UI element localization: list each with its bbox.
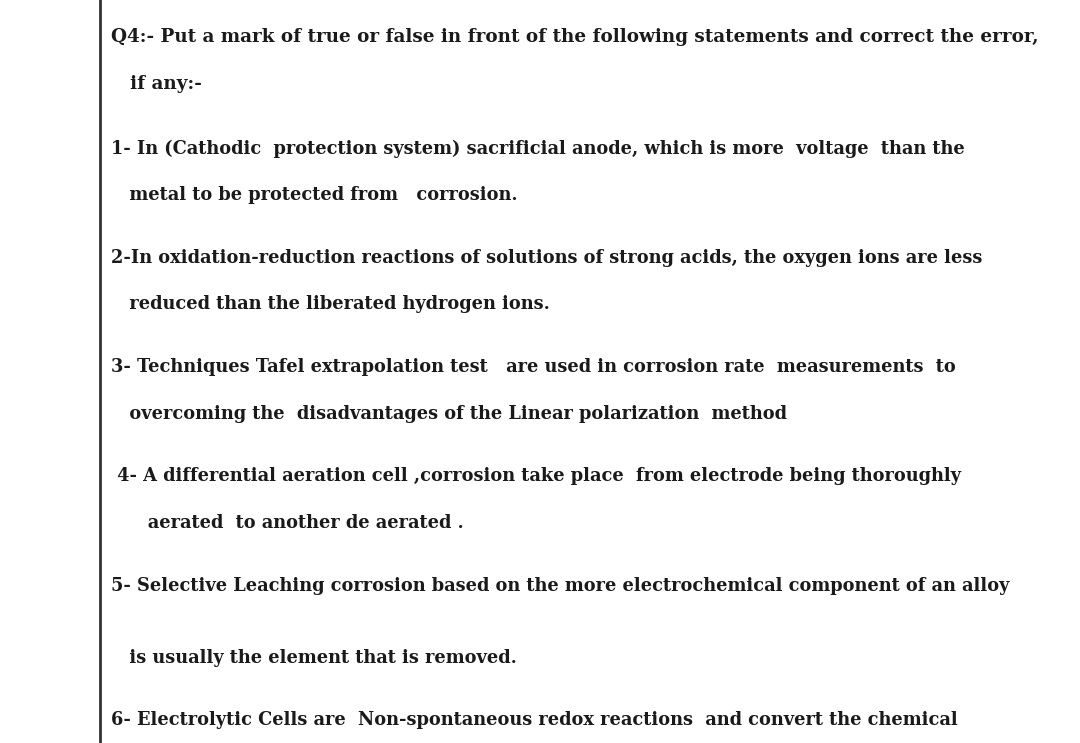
Text: metal to be protected from   corrosion.: metal to be protected from corrosion. — [111, 186, 518, 204]
Text: 4- A differential aeration cell ,corrosion take place  from electrode being thor: 4- A differential aeration cell ,corrosi… — [111, 467, 961, 485]
Text: if any:-: if any:- — [111, 75, 202, 93]
Text: 2-In oxidation-reduction reactions of solutions of strong acids, the oxygen ions: 2-In oxidation-reduction reactions of so… — [111, 249, 983, 267]
Text: overcoming the  disadvantages of the Linear polarization  method: overcoming the disadvantages of the Line… — [111, 405, 787, 423]
Text: aerated  to another de aerated .: aerated to another de aerated . — [111, 514, 464, 532]
Text: 1- In (Cathodic  protection system) sacrificial anode, which is more  voltage  t: 1- In (Cathodic protection system) sacri… — [111, 140, 966, 158]
Text: is usually the element that is removed.: is usually the element that is removed. — [111, 649, 517, 666]
Text: 6- Electrolytic Cells are  Non-spontaneous redox reactions  and convert the chem: 6- Electrolytic Cells are Non-spontaneou… — [111, 711, 958, 730]
Text: reduced than the liberated hydrogen ions.: reduced than the liberated hydrogen ions… — [111, 296, 550, 314]
Text: 5- Selective Leaching corrosion based on the more electrochemical component of a: 5- Selective Leaching corrosion based on… — [111, 577, 1010, 594]
Text: 3- Techniques Tafel extrapolation test   are used in corrosion rate  measurement: 3- Techniques Tafel extrapolation test a… — [111, 358, 956, 376]
Text: Q4:- Put a mark of true or false in front of the following statements and correc: Q4:- Put a mark of true or false in fron… — [111, 28, 1039, 46]
